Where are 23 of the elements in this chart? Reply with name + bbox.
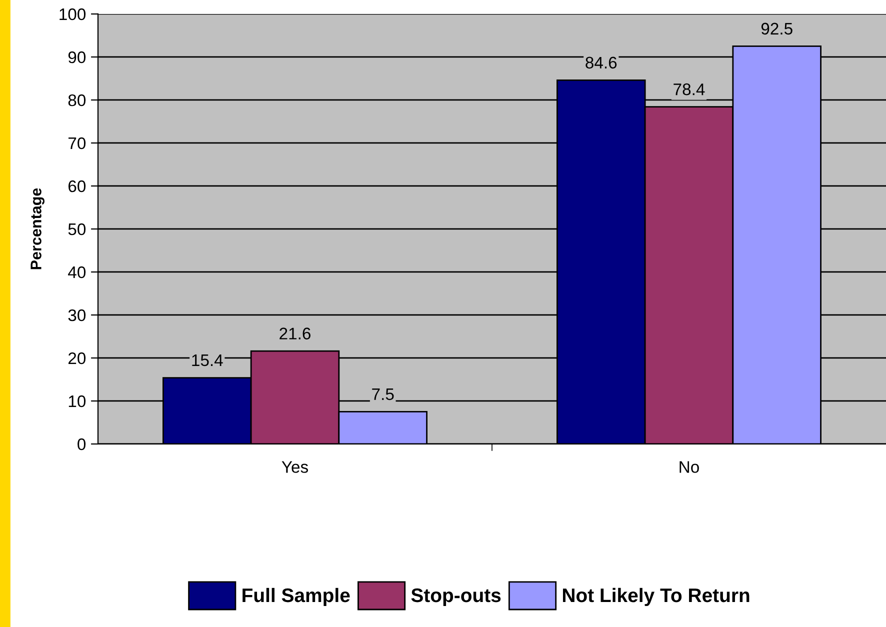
y-tick-label: 40 <box>68 266 86 278</box>
y-tick-label: 100 <box>60 8 86 20</box>
data-label: 92.5 <box>761 22 792 35</box>
y-tick-label: 30 <box>68 309 86 322</box>
y-axis-title: Percentage <box>30 188 44 270</box>
y-tick-label: 0 <box>78 438 86 450</box>
x-tick-label: Yes <box>282 461 308 473</box>
y-tick-label: 10 <box>68 395 86 408</box>
data-label: 15.4 <box>192 354 223 366</box>
y-tick-label: 80 <box>68 94 86 106</box>
y-tick-label: 90 <box>68 51 86 64</box>
legend-label: Not Likely To Return <box>562 588 750 606</box>
data-label: 7.5 <box>372 388 394 400</box>
legend-label: Full Sample <box>242 588 350 606</box>
legend-label: Stop-outs <box>411 588 501 606</box>
y-tick-label: 50 <box>68 223 86 236</box>
data-label: 84.6 <box>586 56 617 69</box>
data-label: 78.4 <box>674 83 705 96</box>
y-tick-label: 70 <box>68 137 86 150</box>
data-label: 21.6 <box>280 328 310 340</box>
y-tick-label: 20 <box>68 352 86 364</box>
y-tick-label: 60 <box>68 180 86 192</box>
x-tick-label: No <box>680 461 699 473</box>
